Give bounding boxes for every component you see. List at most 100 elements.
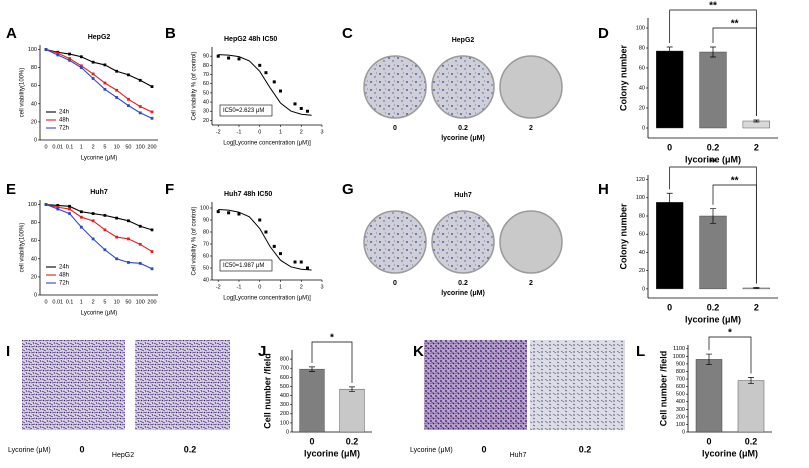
dose-label: 2 (529, 125, 533, 132)
bar (339, 388, 365, 433)
y-tick-label: 60 (639, 65, 645, 71)
bar (699, 51, 727, 129)
y-tick-label: 30 (203, 109, 209, 115)
y-tick-label: 90 (203, 217, 209, 223)
data-point (127, 237, 130, 241)
x-tick-label: 0.2 (707, 142, 720, 152)
data-point (150, 250, 154, 253)
x-axis-label: Lycorine (μM) (81, 311, 118, 317)
data-point (79, 55, 83, 59)
y-tick-label: 80 (639, 45, 645, 51)
data-point (103, 63, 107, 67)
panel-letter: D (598, 25, 609, 42)
data-point (91, 72, 95, 76)
bar (695, 359, 723, 433)
x-tick-label: 50 (125, 299, 131, 305)
x-tick-label: 200 (147, 299, 156, 305)
fit-curve (218, 54, 312, 116)
y-axis-label: Cell viability % (of control) (192, 51, 198, 120)
y-tick-label: 300 (676, 407, 685, 413)
x-tick-label: -1 (237, 284, 242, 290)
x-axis-label: Lycorine (μM) (81, 156, 118, 162)
significance-label: ** (731, 19, 739, 30)
panel-letter: H (598, 181, 609, 198)
bar (699, 215, 727, 290)
x-tick-label: 50 (125, 144, 131, 150)
dose-label: 0.2 (184, 444, 197, 454)
data-point (299, 106, 303, 110)
y-axis-label: Colony number (618, 203, 628, 269)
y-tick-label: 100 (28, 202, 37, 208)
significance-label: * (728, 328, 732, 339)
data-point (68, 204, 71, 208)
bar (656, 50, 684, 129)
y-tick-label: 500 (676, 392, 685, 398)
y-tick-label: 700 (676, 376, 685, 382)
y-tick-label: 100 (636, 195, 645, 201)
data-point (237, 212, 241, 216)
y-tick-label: 80 (31, 65, 37, 71)
y-axis-label: Cell viability % (of control) (192, 206, 198, 275)
micrograph-title: Huh7 (510, 452, 527, 459)
x-tick-label: 0.1 (66, 144, 74, 150)
data-point (227, 56, 231, 60)
y-tick-label: 90 (203, 54, 209, 60)
y-tick-label: 400 (676, 399, 685, 405)
dose-label: 0.2 (579, 444, 592, 454)
legend-label: 72h (59, 126, 69, 132)
chart-title: Huh7 48h IC50 (224, 191, 272, 198)
x-tick-label: 2 (92, 144, 95, 150)
data-point (91, 60, 95, 64)
data-point (79, 215, 83, 219)
data-point (56, 204, 60, 207)
legend-label: 48h (59, 118, 69, 124)
x-tick-label: 1 (279, 284, 282, 290)
data-point (115, 96, 119, 99)
data-point (127, 97, 130, 101)
x-tick-label: 3 (320, 129, 323, 135)
data-point (138, 261, 142, 265)
x-tick-label: 0.01 (52, 144, 63, 150)
micrograph (135, 340, 230, 430)
x-tick-label: -2 (216, 284, 221, 290)
x-tick-label: 0 (44, 299, 47, 305)
data-point (44, 48, 48, 51)
data-point (127, 73, 130, 77)
series-line (45, 48, 153, 88)
panel-letter: K (413, 343, 424, 360)
data-point (237, 57, 241, 61)
annotation-box (219, 259, 273, 272)
data-point (264, 230, 268, 234)
y-tick-label: 120 (636, 177, 645, 183)
data-point (115, 88, 119, 92)
significance-label: ** (731, 176, 739, 187)
y-tick-label: 100 (636, 25, 645, 31)
micrograph-title: HepG2 (112, 452, 134, 459)
x-tick-label: 0 (258, 284, 261, 290)
y-tick-label: 800 (676, 369, 685, 375)
x-axis-label: lycorine (μM) (304, 448, 360, 458)
x-tick-label: 10 (114, 144, 120, 150)
data-point (79, 66, 83, 70)
x-tick-label: 0 (667, 142, 672, 152)
y-tick-label: 600 (676, 384, 685, 390)
data-point (293, 102, 297, 106)
y-tick-label: 0 (286, 429, 289, 435)
error-bar (753, 287, 760, 289)
panel-letter: F (165, 181, 174, 198)
x-tick-label: 0 (309, 436, 314, 446)
data-point (216, 210, 220, 214)
y-tick-label: 80 (639, 213, 645, 219)
data-point (150, 116, 154, 120)
y-tick-label: 500 (280, 384, 289, 390)
data-point (150, 228, 154, 232)
data-point (115, 216, 119, 220)
series-line (45, 203, 153, 253)
dose-label: 0 (481, 444, 486, 454)
y-tick-label: 20 (31, 119, 37, 125)
panel-letter: A (6, 25, 17, 42)
x-tick-label: 0.1 (66, 299, 74, 305)
x-tick-label: 10 (114, 299, 120, 305)
x-tick-label: 0.2 (745, 436, 758, 446)
